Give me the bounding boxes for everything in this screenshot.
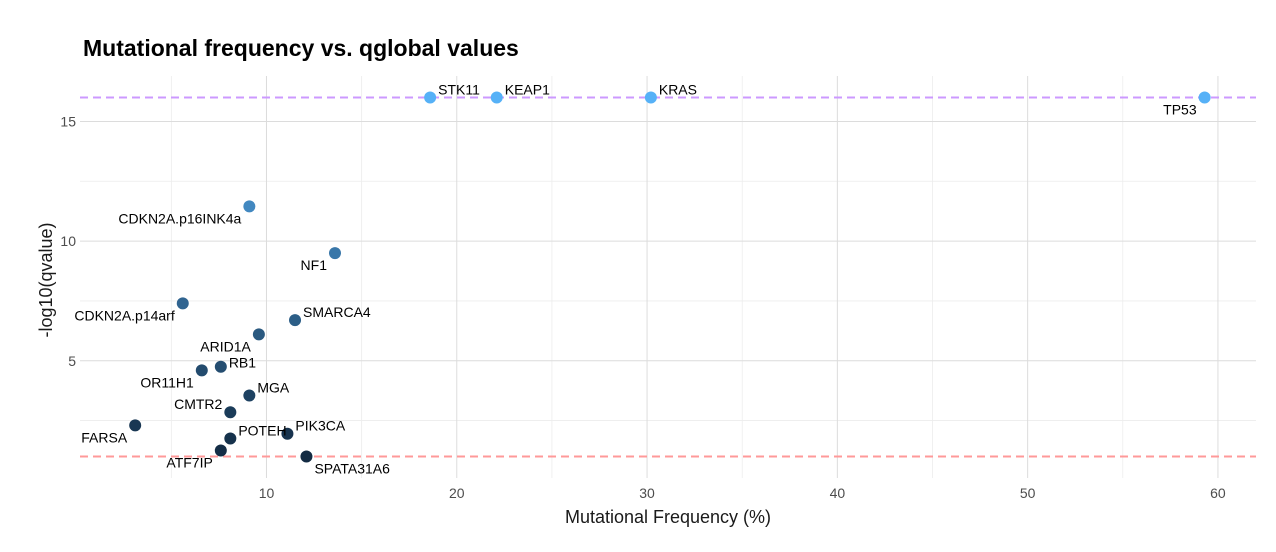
x-tick-label: 20	[449, 485, 465, 501]
point-label: MGA	[257, 379, 290, 395]
point-label: STK11	[438, 82, 480, 98]
data-point	[224, 432, 237, 445]
point-label: CDKN2A.p16INK4a	[118, 210, 241, 226]
x-tick-label: 10	[259, 485, 275, 501]
data-point	[252, 328, 265, 341]
point-label: TP53	[1163, 102, 1197, 118]
x-tick-label: 60	[1210, 485, 1226, 501]
data-point	[243, 389, 256, 402]
data-point	[214, 444, 227, 457]
x-axis-title: Mutational Frequency (%)	[565, 507, 771, 527]
point-label: FARSA	[81, 429, 128, 445]
y-tick-label: 15	[60, 113, 76, 129]
x-tick-label: 40	[830, 485, 846, 501]
gridlines	[80, 76, 1256, 478]
x-axis-ticks: 10 20 30 40 50 60	[259, 485, 1226, 501]
data-point	[644, 91, 657, 104]
data-point	[129, 419, 142, 432]
point-label: SPATA31A6	[314, 460, 390, 476]
data-point	[424, 91, 437, 104]
y-axis-title: -log10(qvalue)	[36, 222, 56, 337]
x-tick-label: 30	[639, 485, 655, 501]
chart-title: Mutational frequency vs. qglobal values	[83, 35, 519, 61]
point-label: KRAS	[659, 82, 697, 98]
point-label: CDKN2A.p14arf	[74, 307, 174, 323]
data-point	[224, 406, 237, 419]
reference-lines	[80, 96, 1256, 458]
point-label: NF1	[301, 257, 328, 273]
data-point	[176, 297, 189, 310]
y-axis-ticks: 5 10 15	[60, 113, 76, 368]
point-label: ARID1A	[200, 338, 251, 354]
y-tick-label: 10	[60, 233, 76, 249]
point-label: KEAP1	[505, 82, 550, 98]
point-label: RB1	[229, 355, 256, 371]
data-point	[243, 200, 256, 213]
point-label: ATF7IP	[166, 454, 212, 470]
data-point	[195, 364, 208, 377]
data-point	[214, 360, 227, 373]
x-tick-label: 50	[1020, 485, 1036, 501]
point-label: CMTR2	[174, 396, 222, 412]
point-label: POTEH	[238, 423, 286, 439]
point-label: OR11H1	[140, 374, 194, 390]
data-point	[328, 247, 341, 260]
data-points	[129, 91, 1211, 463]
point-labels: TP53 KRAS KEAP1 STK11 CDKN2A.p16INK4a NF1 CDKN…	[74, 82, 1196, 477]
data-point	[490, 91, 503, 104]
data-point	[300, 450, 313, 463]
point-label: PIK3CA	[295, 418, 345, 434]
data-point	[289, 314, 302, 327]
y-tick-label: 5	[68, 353, 76, 369]
data-point	[1198, 91, 1211, 104]
point-label: SMARCA4	[303, 304, 371, 320]
data-point	[281, 427, 294, 440]
